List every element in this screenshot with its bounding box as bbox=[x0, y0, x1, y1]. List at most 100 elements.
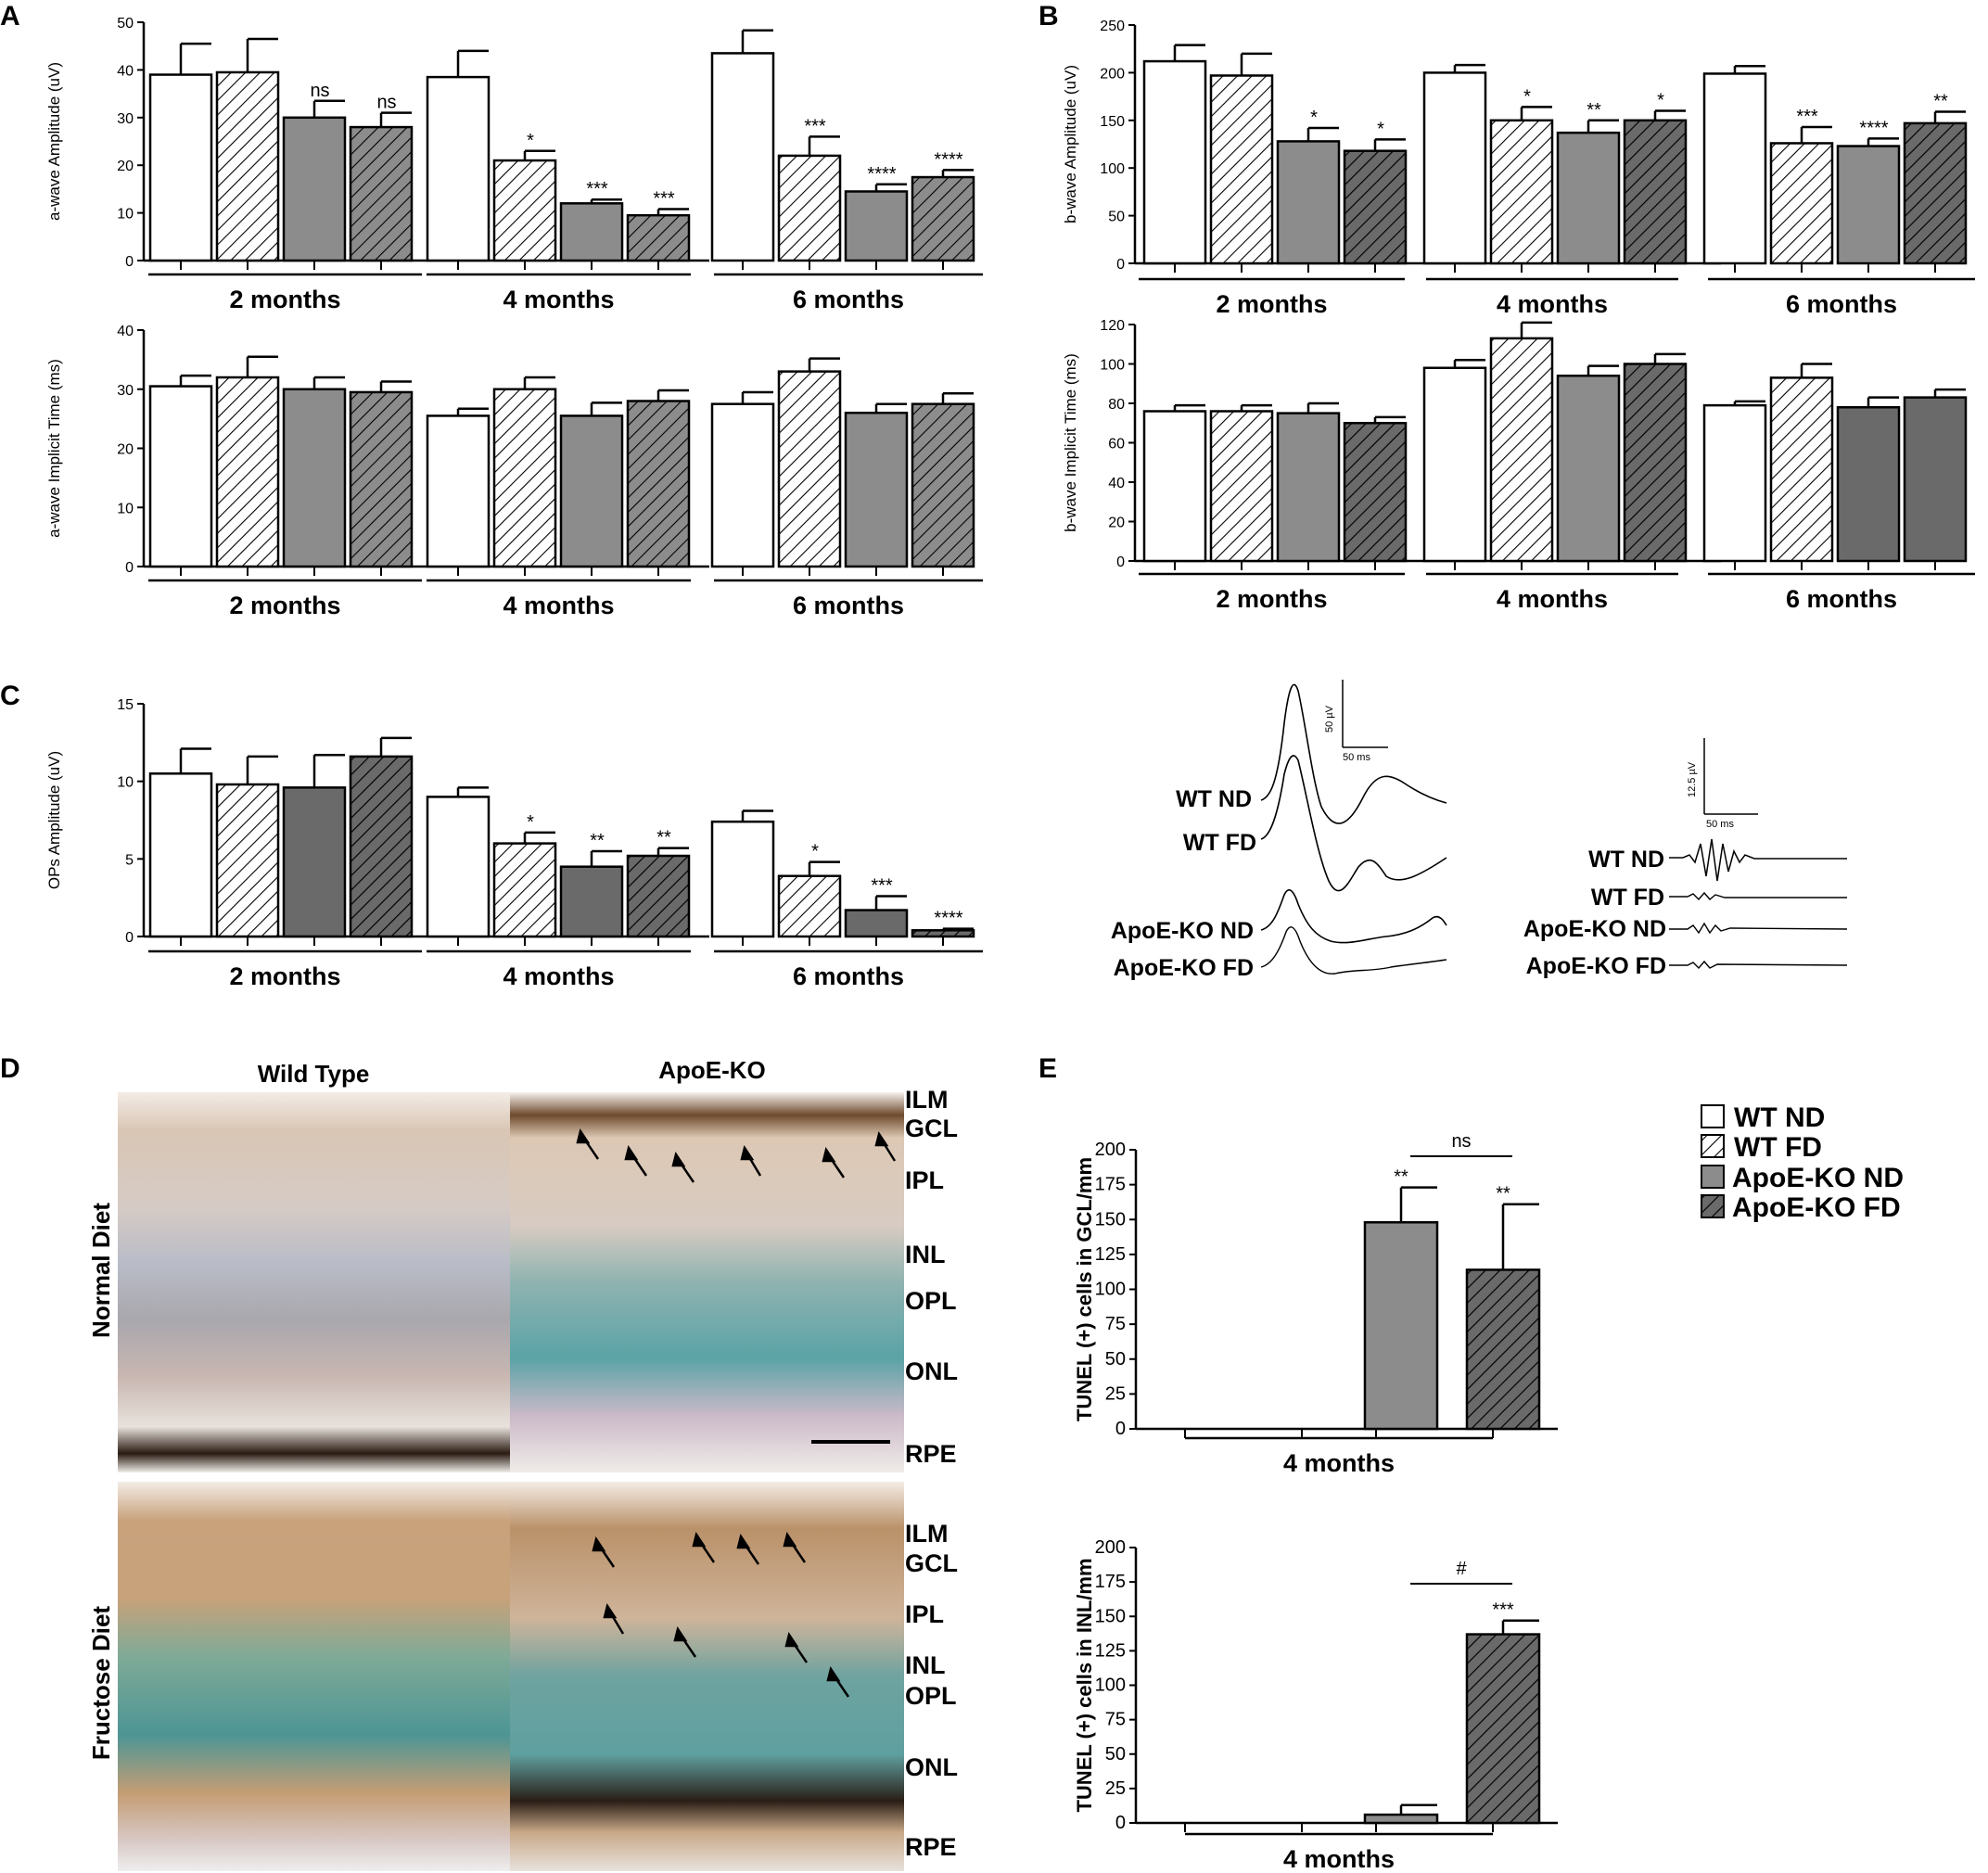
y-tick-label: 0 bbox=[125, 930, 134, 946]
y-tick-label: 10 bbox=[117, 501, 134, 516]
layer-labels-top: ILM GCL IPL INL OPL ONL RPE bbox=[905, 1086, 958, 1468]
y-tick-label: 175 bbox=[1095, 1572, 1126, 1592]
bar-wt-nd bbox=[148, 385, 213, 568]
y-tick-label: 10 bbox=[117, 207, 134, 223]
legend-label: WT ND bbox=[1734, 1102, 1825, 1133]
y-tick-label: 0 bbox=[1115, 1813, 1126, 1833]
significance-label: ns bbox=[376, 93, 396, 113]
y-tick-label: 150 bbox=[1095, 1606, 1126, 1626]
bar-wt-fd bbox=[777, 874, 842, 938]
micrograph-wt-normal-diet bbox=[118, 1092, 510, 1472]
legend-swatch-wt-fd bbox=[1701, 1134, 1725, 1158]
y-tick-label: 40 bbox=[117, 324, 134, 339]
significance-label: ** bbox=[1496, 1184, 1510, 1204]
y-tick-label: 40 bbox=[117, 63, 134, 79]
y-tick-label: 50 bbox=[1105, 1744, 1126, 1765]
bar-wt-fd bbox=[777, 370, 842, 568]
category-label: 2 months bbox=[229, 962, 340, 990]
trace-wt-fd bbox=[1669, 891, 1847, 901]
ops-traces: 12.5 µV 50 ms WT ND WT FD ApoE-KO ND Apo… bbox=[1523, 738, 1848, 979]
bar-apoe-ko-nd bbox=[1556, 375, 1621, 563]
layer-label: OPL bbox=[905, 1287, 957, 1315]
bar-wt-fd bbox=[215, 376, 280, 568]
legend-swatch-apoe-nd bbox=[1701, 1165, 1725, 1189]
y-tick-label: 120 bbox=[1100, 318, 1125, 334]
bar-apoe-ko-fd bbox=[1623, 119, 1688, 265]
bar-apoe-ko-fd bbox=[1465, 1268, 1541, 1431]
layer-label: OPL bbox=[905, 1682, 957, 1710]
bar-apoe-ko-nd bbox=[844, 190, 909, 262]
histology-row-label: Fructose Diet bbox=[87, 1606, 115, 1760]
y-tick-label: 0 bbox=[1116, 257, 1125, 273]
category-label: 4 months bbox=[1497, 585, 1608, 613]
layer-label: ILM bbox=[905, 1086, 949, 1114]
trace-label: WT FD bbox=[1591, 885, 1664, 911]
bar-wt-nd bbox=[1422, 71, 1487, 265]
y-tick-label: 150 bbox=[1095, 1209, 1126, 1230]
bar-wt-fd bbox=[215, 70, 280, 262]
y-tick-label: 200 bbox=[1095, 1140, 1126, 1160]
bar-apoe-ko-nd bbox=[1556, 131, 1621, 265]
significance-label: **** bbox=[867, 164, 896, 185]
y-tick-label: 80 bbox=[1108, 397, 1125, 413]
chart-a-wave-implicit-time: 0 10 20 30 40 a-wave Implicit Time (ms) 2 mont… bbox=[45, 324, 983, 619]
legend-swatch-apoe-fd bbox=[1701, 1194, 1725, 1218]
y-tick-label: 40 bbox=[1108, 476, 1125, 491]
y-tick-label: 100 bbox=[1095, 1676, 1126, 1696]
layer-label: INL bbox=[905, 1241, 946, 1268]
micrograph-wt-fructose-diet bbox=[118, 1482, 510, 1871]
bar-apoe-ko-fd bbox=[1903, 396, 1968, 563]
bar-wt-fd bbox=[215, 783, 280, 938]
y-tick-label: 60 bbox=[1108, 437, 1125, 452]
bar-wt-nd bbox=[426, 414, 491, 568]
bar-wt-nd bbox=[710, 402, 775, 568]
layer-label: GCL bbox=[905, 1549, 958, 1577]
y-tick-label: 20 bbox=[117, 159, 134, 174]
y-tick-label: 175 bbox=[1095, 1175, 1126, 1195]
bar-apoe-ko-nd bbox=[1276, 140, 1341, 265]
trace-label: ApoE-KO FD bbox=[1526, 953, 1666, 979]
bwave-traces: 50 µV 50 ms WT ND WT FD ApoE-KO ND ApoE-… bbox=[1111, 680, 1447, 981]
y-tick-label: 50 bbox=[1105, 1349, 1126, 1370]
significance-label: *** bbox=[586, 179, 608, 199]
bar-apoe-ko-fd bbox=[349, 125, 414, 262]
bar-apoe-ko-nd bbox=[1276, 412, 1341, 563]
micrograph-apoe-fructose-diet bbox=[510, 1482, 904, 1871]
legend-label: ApoE-KO FD bbox=[1732, 1192, 1901, 1223]
bar-apoe-ko-nd bbox=[282, 116, 347, 262]
significance-label: ** bbox=[1394, 1167, 1408, 1188]
y-tick-label: 125 bbox=[1095, 1244, 1126, 1265]
y-axis-label: b-wave Implicit Time (ms) bbox=[1062, 353, 1079, 532]
y-tick-label: 0 bbox=[1116, 554, 1125, 570]
y-tick-label: 100 bbox=[1100, 358, 1125, 374]
y-tick-label: 150 bbox=[1100, 114, 1125, 130]
bar-wt-nd bbox=[1702, 72, 1767, 265]
legend-label: ApoE-KO ND bbox=[1732, 1163, 1904, 1193]
y-tick-label: 5 bbox=[125, 852, 134, 868]
trace-wt-nd bbox=[1260, 683, 1447, 824]
y-tick-label: 50 bbox=[1108, 210, 1125, 225]
category-label: 4 months bbox=[1283, 1449, 1395, 1477]
trace-label: WT ND bbox=[1588, 847, 1664, 873]
category-label: 4 months bbox=[503, 592, 614, 619]
bar-wt-fd bbox=[777, 154, 842, 262]
y-axis-label: b-wave Amplitude (uV) bbox=[1062, 65, 1079, 223]
category-label: 2 months bbox=[1216, 585, 1327, 613]
bar-wt-fd bbox=[492, 388, 557, 568]
y-tick-label: 100 bbox=[1095, 1280, 1126, 1300]
category-label: 4 months bbox=[503, 962, 614, 990]
significance-label: *** bbox=[804, 116, 826, 136]
bar-apoe-ko-fd bbox=[626, 854, 691, 938]
bar-apoe-ko-fd bbox=[1623, 363, 1688, 563]
y-axis-label: a-wave Implicit Time (ms) bbox=[45, 359, 63, 538]
bar-wt-nd bbox=[426, 75, 491, 262]
bar-apoe-ko-nd bbox=[1836, 145, 1901, 265]
micrograph-apoe-normal-diet bbox=[510, 1092, 904, 1472]
scale-label-x: 50 ms bbox=[1343, 752, 1370, 763]
bar-wt-fd bbox=[1769, 142, 1834, 265]
chart-b-wave-implicit-time: 0 20 40 60 80 100 120 b-wave Implicit Time (ms)… bbox=[1062, 318, 1975, 613]
comparison-label: # bbox=[1456, 1559, 1467, 1579]
significance-label: * bbox=[1310, 108, 1318, 128]
